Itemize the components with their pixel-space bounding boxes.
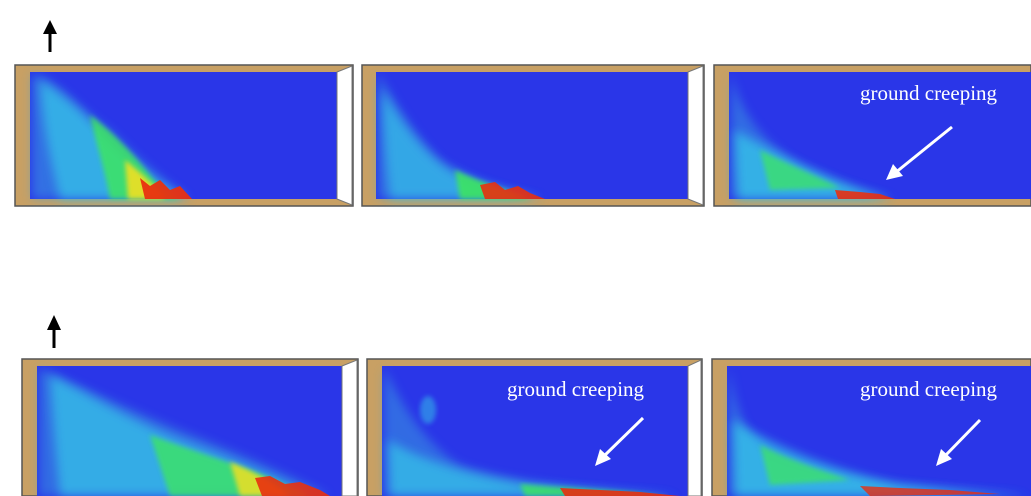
panel-r1-p2 bbox=[361, 64, 705, 207]
plume-r1-p3 bbox=[731, 74, 895, 199]
plume-r1-p1 bbox=[32, 74, 192, 199]
annotation-label: ground creeping bbox=[860, 81, 998, 105]
pointer-arrow-icon bbox=[886, 125, 953, 180]
panel-r1-p3: ground creeping bbox=[713, 64, 1031, 207]
up-arrow-icon bbox=[43, 20, 57, 52]
row-1: ground creeping bbox=[14, 20, 1031, 207]
annotation-label: ground creeping bbox=[860, 377, 998, 401]
panel-r1-p1 bbox=[14, 64, 354, 207]
plume-r2-placeholder bbox=[378, 74, 545, 199]
annotation-label: ground creeping bbox=[507, 377, 645, 401]
plume-r2-p3 bbox=[729, 368, 1031, 496]
plume-r2-p2 bbox=[384, 368, 680, 496]
panel-r2-p1 bbox=[21, 358, 359, 496]
panel-r2-p3: ground creeping bbox=[711, 358, 1031, 496]
pointer-arrow-icon bbox=[936, 418, 982, 466]
plume-r2-p1 bbox=[39, 368, 330, 496]
pointer-arrow-icon bbox=[595, 416, 645, 466]
row-2: ground creeping ground creeping bbox=[21, 315, 1031, 496]
panel-r2-p2: ground creeping bbox=[366, 358, 703, 496]
up-arrow-icon bbox=[47, 315, 61, 348]
